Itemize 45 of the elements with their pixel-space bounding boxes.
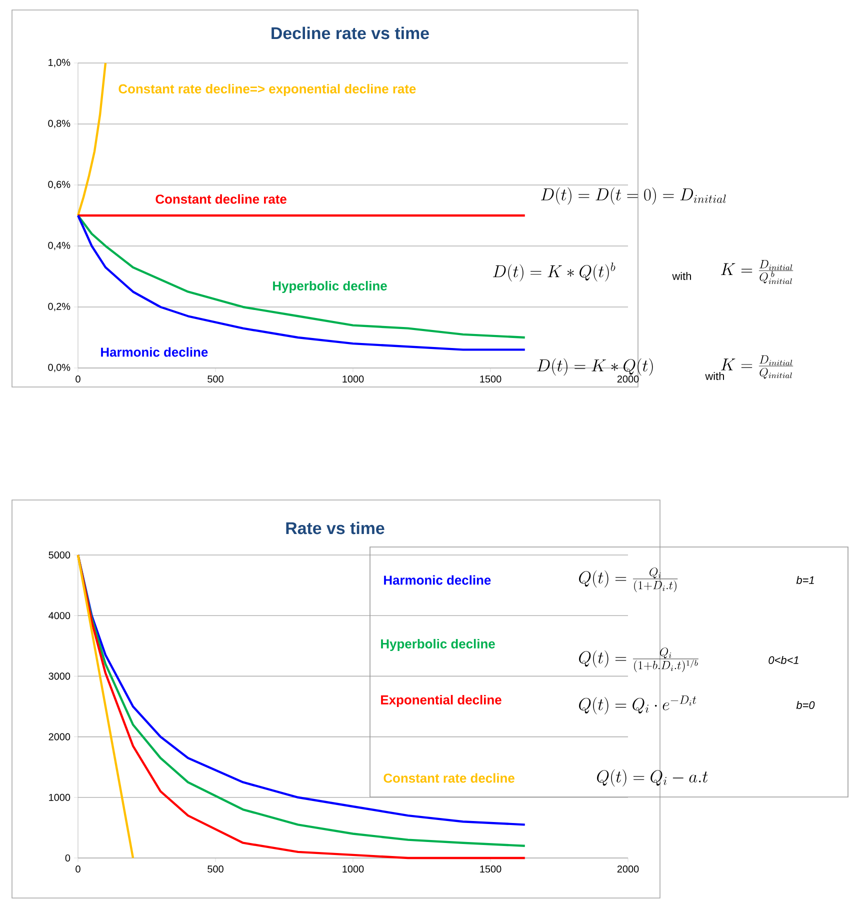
annotation: $Q(t)=\frac{Q_i}{(1+D_i.t)}$ — [579, 568, 678, 592]
text: 0<b<1 — [768, 656, 798, 664]
x-tick-label: 0 — [76, 866, 80, 873]
annotation: $Q(t)=Q_i-a.t$ — [597, 769, 708, 787]
y-tick-label: 3000 — [48, 672, 70, 680]
text: $K=\frac{D_{initial}}{Q_{initial}^{\;b}}$ — [720, 260, 794, 284]
y-tick-label: 2000 — [48, 733, 70, 740]
x-tick-label: 1000 — [342, 866, 364, 873]
y-tick-label: 0,0% — [48, 364, 70, 372]
y-tick-label: 1000 — [49, 794, 70, 801]
annotation: $D(t)=D(t=0)=D_{initial}$ — [541, 187, 726, 205]
y-tick-label: 5000 — [48, 551, 70, 559]
y-tick-label: 0,6% — [48, 180, 70, 190]
series-label: Hyperbolic decline — [273, 280, 387, 294]
x-tick-label: 1500 — [480, 866, 502, 873]
annotation: $D(t)=K*Q(t)$ — [537, 358, 653, 376]
y-tick-label: 0,2% — [48, 302, 70, 312]
chart-title: Rate vs time — [286, 522, 384, 534]
text: Exponential decline — [381, 694, 502, 708]
x-tick-label: 500 — [208, 866, 224, 873]
y-tick-label: 4000 — [48, 612, 70, 620]
x-tick-label: 0 — [76, 376, 80, 383]
text: b=1 — [796, 576, 814, 584]
annotation: $D(t)=K*Q(t)^{b}$ — [493, 262, 616, 282]
text: Constant rate decline — [384, 773, 514, 783]
text: Hyperbolic decline — [381, 638, 495, 652]
y-tick-label: 1,0% — [48, 58, 70, 68]
y-tick-label: 0,4% — [48, 242, 70, 250]
x-tick-label: 1500 — [480, 376, 502, 383]
y-tick-label: 0 — [65, 854, 70, 862]
series-label: Constant rate decline=> exponential decline rate — [118, 84, 416, 96]
x-tick-label: 2000 — [617, 866, 639, 873]
text: b=0 — [796, 700, 815, 710]
series-label: Constant decline rate — [156, 194, 286, 204]
x-tick-label: 1000 — [342, 376, 364, 383]
annotation: $Q(t)=\frac{Q_i}{(1+b.D_i.t)^{1/b}}$ — [579, 648, 698, 672]
text: Harmonic decline — [384, 575, 491, 585]
x-tick-label: 500 — [208, 376, 224, 383]
line-series — [76, 62, 107, 217]
y-tick-label: 0,8% — [48, 120, 70, 128]
annotation: $Q(t)=Q_i\cdot e^{-D_i t}$ — [579, 696, 696, 714]
text: with — [672, 272, 691, 280]
x-tick-label: 2000 — [617, 376, 639, 383]
text: Harmonic decline — [101, 347, 208, 357]
chart-title: Decline rate vs time — [272, 26, 429, 40]
